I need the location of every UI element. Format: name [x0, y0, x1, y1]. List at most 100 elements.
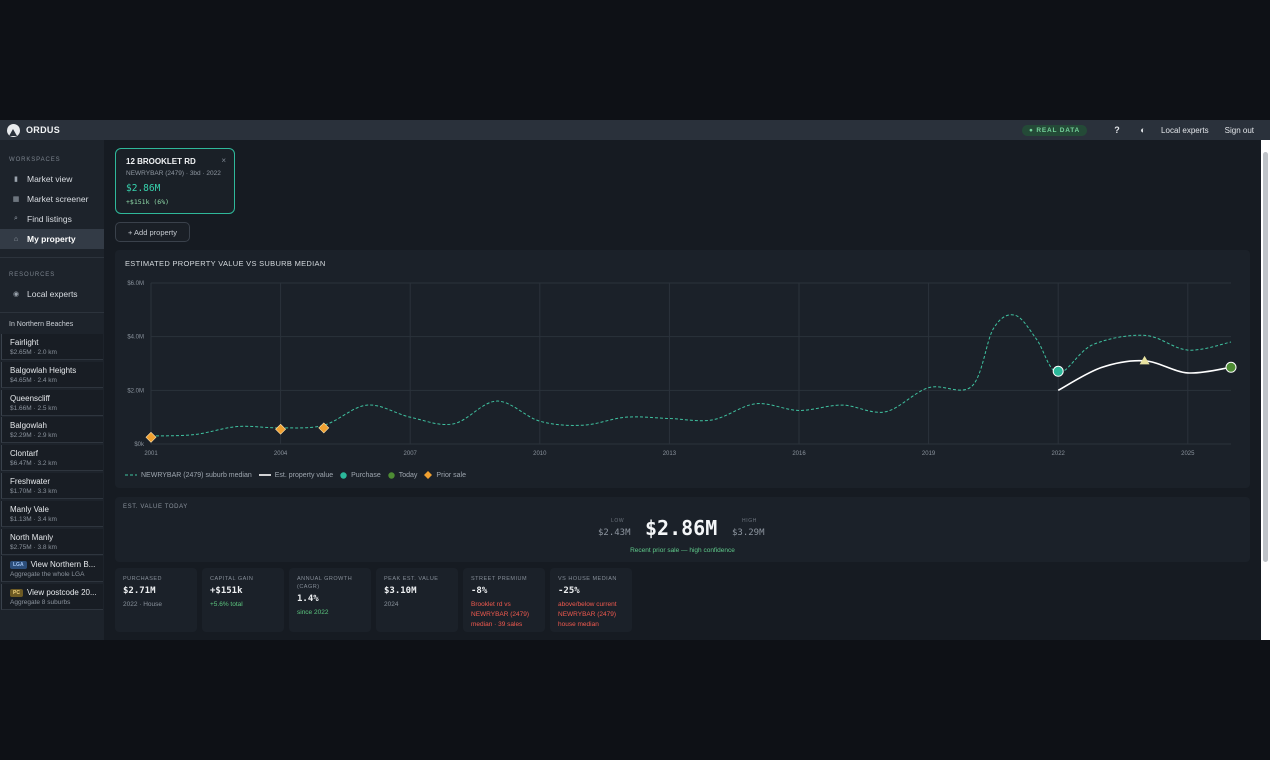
suburb-item[interactable]: Balgowlah $2.29M · 2.9 km — [1, 417, 103, 444]
stat-purchased: PURCHASED $2.71M 2022 · House — [115, 568, 197, 632]
region-title: In Northern Beaches — [9, 321, 74, 328]
chart-svg: $0k $2.0M $4.0M $6.0M 2001 2004 2007 2010 2013 20… — [127, 281, 1237, 457]
legend-label: NEWRYBAR (2479) suburb median — [141, 471, 252, 479]
suburb-meta: $1.70M · 3.3 km — [10, 487, 57, 495]
suburb-meta: $1.66M · 2.5 km — [10, 404, 57, 412]
suburb-item[interactable]: Queenscliff $1.66M · 2.5 km — [1, 389, 103, 416]
x-tick-label: 2010 — [533, 451, 547, 457]
y-tick-label: $2.0M — [127, 388, 144, 394]
nav-find-listings[interactable]: ⌕ Find listings — [0, 209, 104, 229]
value-today-label: EST. VALUE TODAY — [123, 504, 188, 510]
suburb-meta: $6.47M · 3.2 km — [10, 460, 57, 468]
legend-item: Est. property value — [258, 471, 334, 479]
x-tick-label: 2013 — [663, 451, 677, 457]
stat-annual-growth: ANNUAL GROWTH (CAGR) 1.4% since 2022 — [289, 568, 371, 632]
stat-value: -25% — [558, 586, 580, 596]
legend-label: Est. property value — [274, 471, 334, 479]
nav-market-screener[interactable]: ▦ Market screener — [0, 189, 104, 209]
suburb-item[interactable]: Balgowlah Heights $4.65M · 2.4 km — [1, 361, 103, 388]
close-icon[interactable]: × — [221, 156, 226, 165]
x-tick-label: 2016 — [792, 451, 806, 457]
estimated-value: $2.86M — [645, 516, 718, 540]
divider — [0, 312, 104, 313]
stat-street-premium: STREET PREMIUM -8% Brooklet rd vs NEWRYB… — [463, 568, 545, 632]
app-name: ORDUS — [26, 125, 61, 135]
property-address: 12 BROOKLET RD — [126, 157, 196, 166]
stat-label: PURCHASED — [123, 576, 163, 582]
suburb-meta: $2.75M · 3.8 km — [10, 543, 57, 551]
stat-sub: 2024 — [384, 601, 399, 608]
sign-out-link[interactable]: Sign out — [1224, 125, 1254, 135]
stat-label: ANNUAL GROWTH (CAGR) — [297, 576, 353, 590]
aggregate-name: View Northern B... — [30, 560, 96, 570]
high-value: $3.29M — [732, 528, 765, 538]
high-label: HIGH — [742, 518, 757, 524]
help-icon[interactable]: ? — [1114, 125, 1120, 135]
chart-title: ESTIMATED PROPERTY VALUE VS SUBURB MEDIA… — [125, 259, 326, 268]
scrollbar-thumb[interactable] — [1263, 152, 1268, 562]
main-content: 12 BROOKLET RD × NEWRYBAR (2479) · 3bd ·… — [104, 140, 1260, 640]
legend-swatch — [340, 471, 347, 479]
stat-value: $2.71M — [123, 586, 156, 596]
stat-vs-house-median: VS HOUSE MEDIAN -25% above/below current… — [550, 568, 632, 632]
aggregate-name-row: PC View postcode 20... — [10, 588, 103, 598]
aggregate-name-row: LGA View Northern B... — [10, 560, 103, 570]
legend-item: Today — [388, 471, 418, 479]
suburb-meta: $2.65M · 2.0 km — [10, 349, 57, 356]
value-today-panel: EST. VALUE TODAY LOW $2.43M $2.86M HIGH … — [115, 497, 1250, 562]
suburb-item[interactable]: North Manly $2.75M · 3.8 km — [1, 528, 103, 555]
stat-value: +$151k — [210, 586, 243, 596]
nav-local-experts[interactable]: ◉ Local experts — [0, 284, 104, 304]
suburb-name: Balgowlah — [10, 421, 47, 431]
peak-marker — [1139, 355, 1150, 365]
aggregate-postcode-item[interactable]: PC View postcode 20... Aggregate 8 suburb… — [1, 584, 103, 611]
x-tick-label: 2025 — [1181, 451, 1195, 457]
theme-toggle-icon[interactable]: ◐ — [1140, 125, 1146, 135]
add-property-button[interactable]: + Add property — [115, 222, 190, 242]
suburb-item[interactable]: Fairlight $2.65M · 2.0 km — [1, 334, 103, 360]
prior-sale-marker — [145, 431, 157, 443]
today-marker — [1225, 361, 1237, 373]
x-tick-label: 2001 — [144, 451, 158, 457]
stat-value: 1.4% — [297, 594, 319, 604]
suburb-item[interactable]: Manly Vale $1.13M · 3.4 km — [1, 500, 103, 527]
chart-panel: ESTIMATED PROPERTY VALUE VS SUBURB MEDIA… — [115, 250, 1250, 488]
nav-label: Market screener — [27, 194, 89, 204]
stat-sub: 2022 · House — [123, 601, 163, 608]
nav-label: Local experts — [27, 289, 78, 299]
nav-my-property[interactable]: ⌂ My property — [0, 229, 104, 249]
suburb-name: Freshwater — [10, 476, 51, 486]
property-value-line — [1057, 359, 1232, 392]
legend-label: Today — [398, 471, 418, 479]
legend-swatch — [388, 471, 395, 479]
stat-sub: above/below current NEWRYBAR (2479) hous… — [558, 601, 617, 628]
local-experts-link[interactable]: Local experts — [1161, 125, 1209, 135]
y-tick-label: $6.0M — [127, 281, 144, 287]
nav-label: My property — [27, 234, 76, 244]
legend-item: Purchase — [340, 472, 381, 479]
search-icon: ⌕ — [14, 215, 18, 222]
aggregate-name: View postcode 20... — [26, 588, 97, 598]
logo[interactable]: ORDUS — [7, 123, 61, 137]
stat-sub: +5.6% total — [210, 601, 243, 608]
sidebar: WORKSPACES ▮ Market view ▦ Market screen… — [0, 140, 104, 640]
property-value: $2.86M — [126, 183, 161, 194]
low-label: LOW — [611, 518, 625, 524]
chart-legend: NEWRYBAR (2479) suburb median Est. proper… — [125, 471, 473, 479]
legend-item: Prior sale — [424, 471, 466, 479]
suburb-name: Queenscliff — [10, 393, 50, 403]
divider — [0, 257, 104, 258]
aggregate-meta: Aggregate the whole LGA — [10, 571, 85, 579]
suburb-name: Clontarf — [10, 449, 39, 459]
confidence-note: Recent prior sale — high confidence — [630, 547, 735, 554]
home-icon: ⌂ — [13, 235, 19, 243]
legend-swatch — [424, 471, 433, 479]
aggregate-meta: Aggregate 8 suburbs — [10, 599, 71, 607]
grid-icon: ▦ — [12, 196, 20, 203]
suburb-item[interactable]: Freshwater $1.70M · 3.3 km — [1, 472, 103, 499]
scrollbar[interactable] — [1261, 140, 1270, 640]
suburb-item[interactable]: Clontarf $6.47M · 3.2 km — [1, 445, 103, 472]
nav-market-view[interactable]: ▮ Market view — [0, 169, 104, 189]
aggregate-lga-item[interactable]: LGA View Northern B... Aggregate the whol… — [1, 556, 103, 583]
property-card[interactable]: 12 BROOKLET RD × NEWRYBAR (2479) · 3bd ·… — [115, 148, 235, 214]
